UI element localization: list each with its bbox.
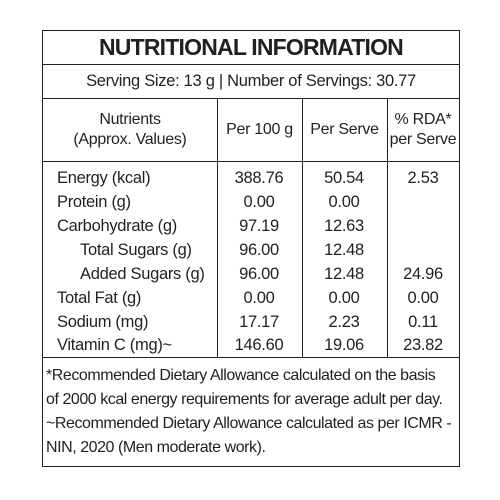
value-per100: 96.00 — [239, 241, 279, 259]
value-per-serve: 0.00 — [328, 289, 360, 307]
table-row: Energy (kcal) 388.76 50.54 2.53 — [43, 166, 459, 190]
table-row: Sodium (mg) 17.17 2.23 0.11 — [43, 310, 459, 334]
value-rda: 23.82 — [403, 336, 443, 354]
value-per100: 0.00 — [243, 193, 275, 211]
footnote-line: ~Recommended Dietary Allowance calculate… — [46, 415, 452, 432]
table-row: Added Sugars (g) 96.00 12.48 24.96 — [43, 262, 459, 286]
value-per-serve: 12.48 — [324, 241, 364, 259]
nutrient-name: Carbohydrate (g) — [57, 217, 177, 235]
table-row: Total Sugars (g) 96.00 12.48 — [43, 238, 459, 262]
value-rda: 0.00 — [407, 289, 439, 307]
value-per100: 97.19 — [239, 217, 279, 235]
serving-info: Serving Size: 13 g | Number of Servings:… — [43, 65, 459, 99]
value-per-serve: 0.00 — [328, 193, 360, 211]
value-per-serve: 50.54 — [324, 169, 364, 187]
nutrition-label: NUTRITIONAL INFORMATION Serving Size: 13… — [42, 30, 460, 467]
table-header-row: Nutrients (Approx. Values) Per 100 g Per… — [43, 99, 459, 162]
value-per100: 146.60 — [234, 336, 284, 354]
table-row: Carbohydrate (g) 97.19 12.63 — [43, 214, 459, 238]
column-divider — [387, 99, 388, 357]
value-per-serve: 12.48 — [324, 265, 364, 283]
header-per-serve: Per Serve — [310, 121, 379, 138]
footnote-line: of 2000 kcal energy requirements for ave… — [46, 391, 443, 408]
nutrient-name: Vitamin C (mg)~ — [57, 336, 172, 354]
header-per100: Per 100 g — [226, 121, 293, 138]
table-row: Total Fat (g) 0.00 0.00 0.00 — [43, 286, 459, 310]
value-per-serve: 12.63 — [324, 217, 364, 235]
header-rda: % RDA* per Serve — [387, 99, 459, 161]
value-rda: 2.53 — [407, 169, 439, 187]
value-per-serve: 2.23 — [328, 313, 360, 331]
column-divider — [302, 99, 303, 357]
value-per100: 388.76 — [234, 169, 284, 187]
value-per100: 17.17 — [239, 313, 279, 331]
label-title: NUTRITIONAL INFORMATION — [43, 31, 459, 65]
header-rda-line1: % RDA* — [394, 111, 452, 128]
nutrient-name: Sodium (mg) — [57, 313, 149, 331]
nutrient-name: Total Fat (g) — [57, 289, 142, 307]
value-rda: 24.96 — [403, 265, 443, 283]
table-row: Protein (g) 0.00 0.00 — [43, 190, 459, 214]
nutrient-name: Total Sugars (g) — [80, 241, 192, 259]
table-bottom-rule — [43, 357, 459, 358]
value-per100: 0.00 — [243, 289, 275, 307]
footnote-line: NIN, 2020 (Men moderate work). — [46, 439, 266, 456]
value-rda: 0.11 — [408, 313, 438, 331]
value-per-serve: 19.06 — [324, 336, 364, 354]
table-row: Vitamin C (mg)~ 146.60 19.06 23.82 — [43, 333, 459, 357]
value-per100: 96.00 — [239, 265, 279, 283]
header-nutrients-line1: Nutrients — [99, 111, 161, 128]
header-nutrients-line2: (Approx. Values) — [73, 131, 187, 148]
column-divider — [217, 99, 218, 357]
header-rda-line2: per Serve — [389, 131, 457, 148]
nutrient-name: Energy (kcal) — [57, 169, 151, 187]
footnote-line: *Recommended Dietary Allowance calculate… — [46, 367, 436, 384]
header-nutrients: Nutrients (Approx. Values) — [43, 99, 217, 161]
nutrient-name: Added Sugars (g) — [80, 265, 205, 283]
footnotes: *Recommended Dietary Allowance calculate… — [46, 364, 457, 460]
nutrient-name: Protein (g) — [57, 193, 131, 211]
